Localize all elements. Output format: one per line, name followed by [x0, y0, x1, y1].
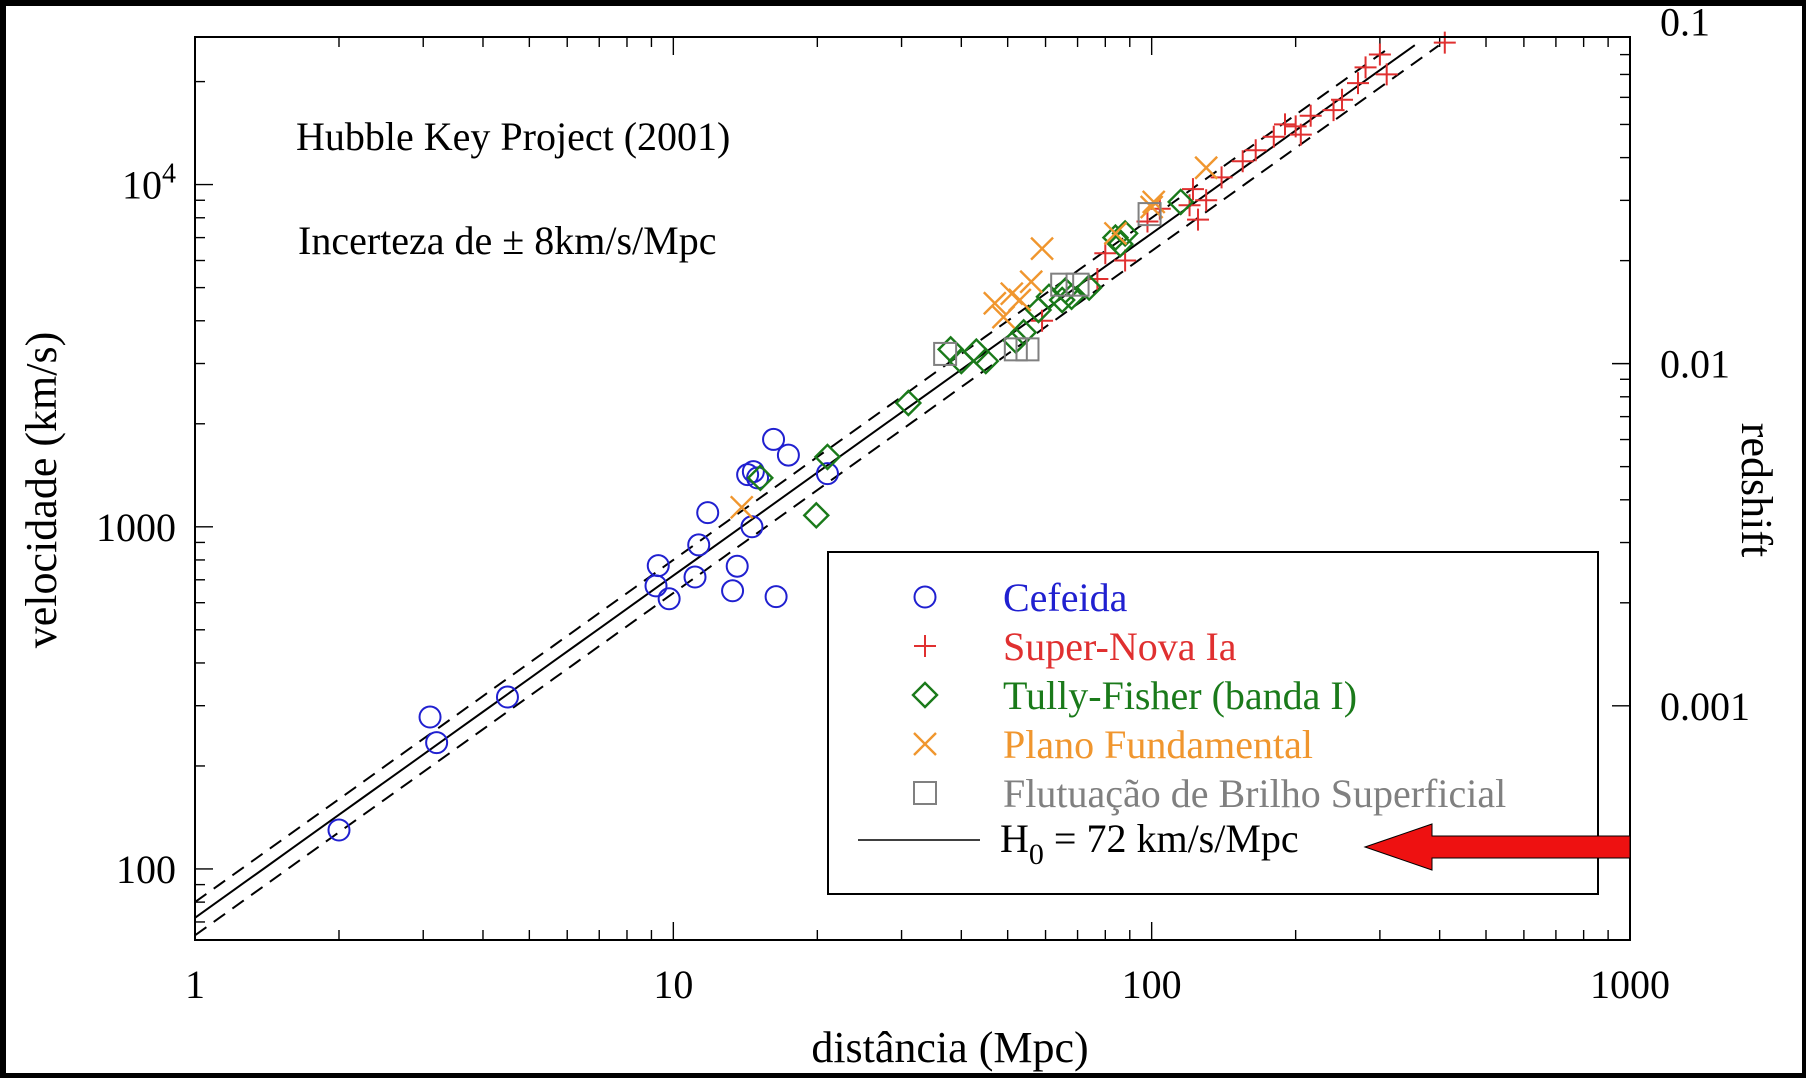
annotation-uncertainty: Incerteza de ± 8km/s/Mpc [298, 218, 716, 263]
data-point-circle [725, 554, 749, 578]
y2-axis-label: redshift [1732, 423, 1781, 557]
data-point-x [982, 291, 1007, 316]
legend-label: Tully-Fisher (banda I) [1003, 673, 1357, 718]
data-point-circle [736, 463, 760, 487]
annotation-title: Hubble Key Project (2001) [296, 114, 730, 159]
data-point-circle [327, 818, 351, 842]
data-point-diamond [813, 443, 842, 471]
x-tick-label: 1000 [1590, 962, 1670, 1007]
x-tick-label: 10 [653, 962, 693, 1007]
data-point-plus [1299, 104, 1322, 127]
data-point-plus [1187, 208, 1210, 231]
data-point-plus [1031, 309, 1054, 332]
data-point-square [1050, 272, 1075, 297]
fit-line [194, 44, 1416, 919]
y-axis-label: velocidade (km/s) [17, 332, 66, 648]
data-point-circle [721, 579, 745, 603]
data-point-x [1030, 236, 1054, 261]
data-point-circle [657, 587, 681, 611]
data-point-circle [776, 443, 800, 467]
data-point-square [1065, 272, 1090, 297]
legend-label: Plano Fundamental [1003, 722, 1313, 767]
data-point-diamond [1057, 283, 1086, 311]
data-point-plus [1375, 63, 1398, 86]
legend-label: Flutuação de Brilho Superficial [1003, 771, 1506, 816]
data-point-diamond [802, 501, 830, 530]
axis-ticks [194, 36, 1630, 940]
legend-marker-plus [914, 635, 936, 657]
y-tick-label: 104 [122, 159, 176, 208]
data-point-circle [696, 501, 720, 525]
chart-background [6, 6, 1802, 1073]
data-point-plus [1274, 113, 1296, 136]
data-point-x [1194, 155, 1219, 180]
y-tick-label: 100 [116, 847, 176, 892]
data-point-x [1007, 288, 1032, 312]
data-point-plus [1086, 267, 1109, 290]
data-point-square [1015, 337, 1040, 362]
data-point-diamond [972, 347, 1000, 375]
data-point-diamond [746, 464, 775, 492]
data-point-plus [1231, 150, 1254, 173]
red-arrow-icon [1363, 823, 1631, 871]
data-point-circle [495, 685, 519, 709]
data-point-plus [1347, 72, 1369, 95]
data-point-circle [764, 585, 788, 609]
data-point-plus [1433, 31, 1456, 54]
tick-labels: 1 10 100 1000 100 1000 104 0.001 0.01 0.1 [96, 0, 1750, 1007]
y2-tick-label: 0.01 [1660, 342, 1730, 387]
y2-tick-label: 0.1 [1660, 0, 1710, 44]
data-point-circle [687, 533, 711, 557]
data-point-plus [1114, 249, 1137, 272]
legend-label: Super-Nova Ia [1003, 624, 1237, 669]
legend-marker-square [913, 781, 937, 805]
data-point-x [1139, 195, 1164, 219]
data-point-circle [815, 462, 839, 486]
legend-marker-circle [913, 585, 937, 609]
data-point-x [1019, 269, 1044, 294]
x-tick-label: 100 [1122, 962, 1182, 1007]
legend-label: Cefeida [1003, 575, 1128, 620]
data-point-diamond [1111, 219, 1139, 248]
y-tick-label: 1000 [96, 505, 176, 550]
data-point-circle [683, 565, 707, 589]
legend-marker-x [913, 732, 937, 756]
data-point-plus [1181, 178, 1204, 201]
data-points [327, 31, 1456, 842]
y2-tick-label: 0.001 [1660, 684, 1750, 729]
plot-frame [194, 36, 1631, 941]
data-point-plus [1368, 43, 1391, 66]
data-point-plus [1331, 88, 1354, 111]
x-tick-label: 1 [185, 962, 205, 1007]
data-point-x [729, 495, 754, 520]
x-axis-label: distância (Mpc) [811, 1023, 1088, 1072]
data-point-circle [646, 554, 670, 578]
data-point-diamond [1009, 318, 1038, 347]
data-point-square [933, 341, 958, 366]
data-point-diamond [1075, 273, 1103, 302]
fit-lower-bound [194, 44, 1440, 937]
data-point-circle [425, 731, 449, 755]
data-point-plus [1322, 99, 1345, 122]
data-point-plus [1262, 125, 1285, 148]
data-point-x [1103, 221, 1128, 246]
data-point-diamond [1106, 230, 1135, 258]
data-point-circle [762, 427, 786, 451]
data-point-diamond [1167, 188, 1195, 216]
data-point-plus [1354, 56, 1377, 79]
legend-marker-diamond [911, 681, 939, 709]
data-point-diamond [894, 389, 923, 417]
data-point-plus [1136, 210, 1159, 233]
legend-fit-label: H0 = 72 km/s/Mpc [1000, 816, 1299, 871]
data-point-plus [1244, 139, 1267, 162]
data-point-plus [1094, 242, 1117, 265]
data-point-circle [418, 705, 442, 729]
legend-box [827, 551, 1599, 895]
data-point-plus [1195, 189, 1218, 212]
data-point-plus [1289, 123, 1312, 146]
data-point-square [1137, 202, 1162, 227]
